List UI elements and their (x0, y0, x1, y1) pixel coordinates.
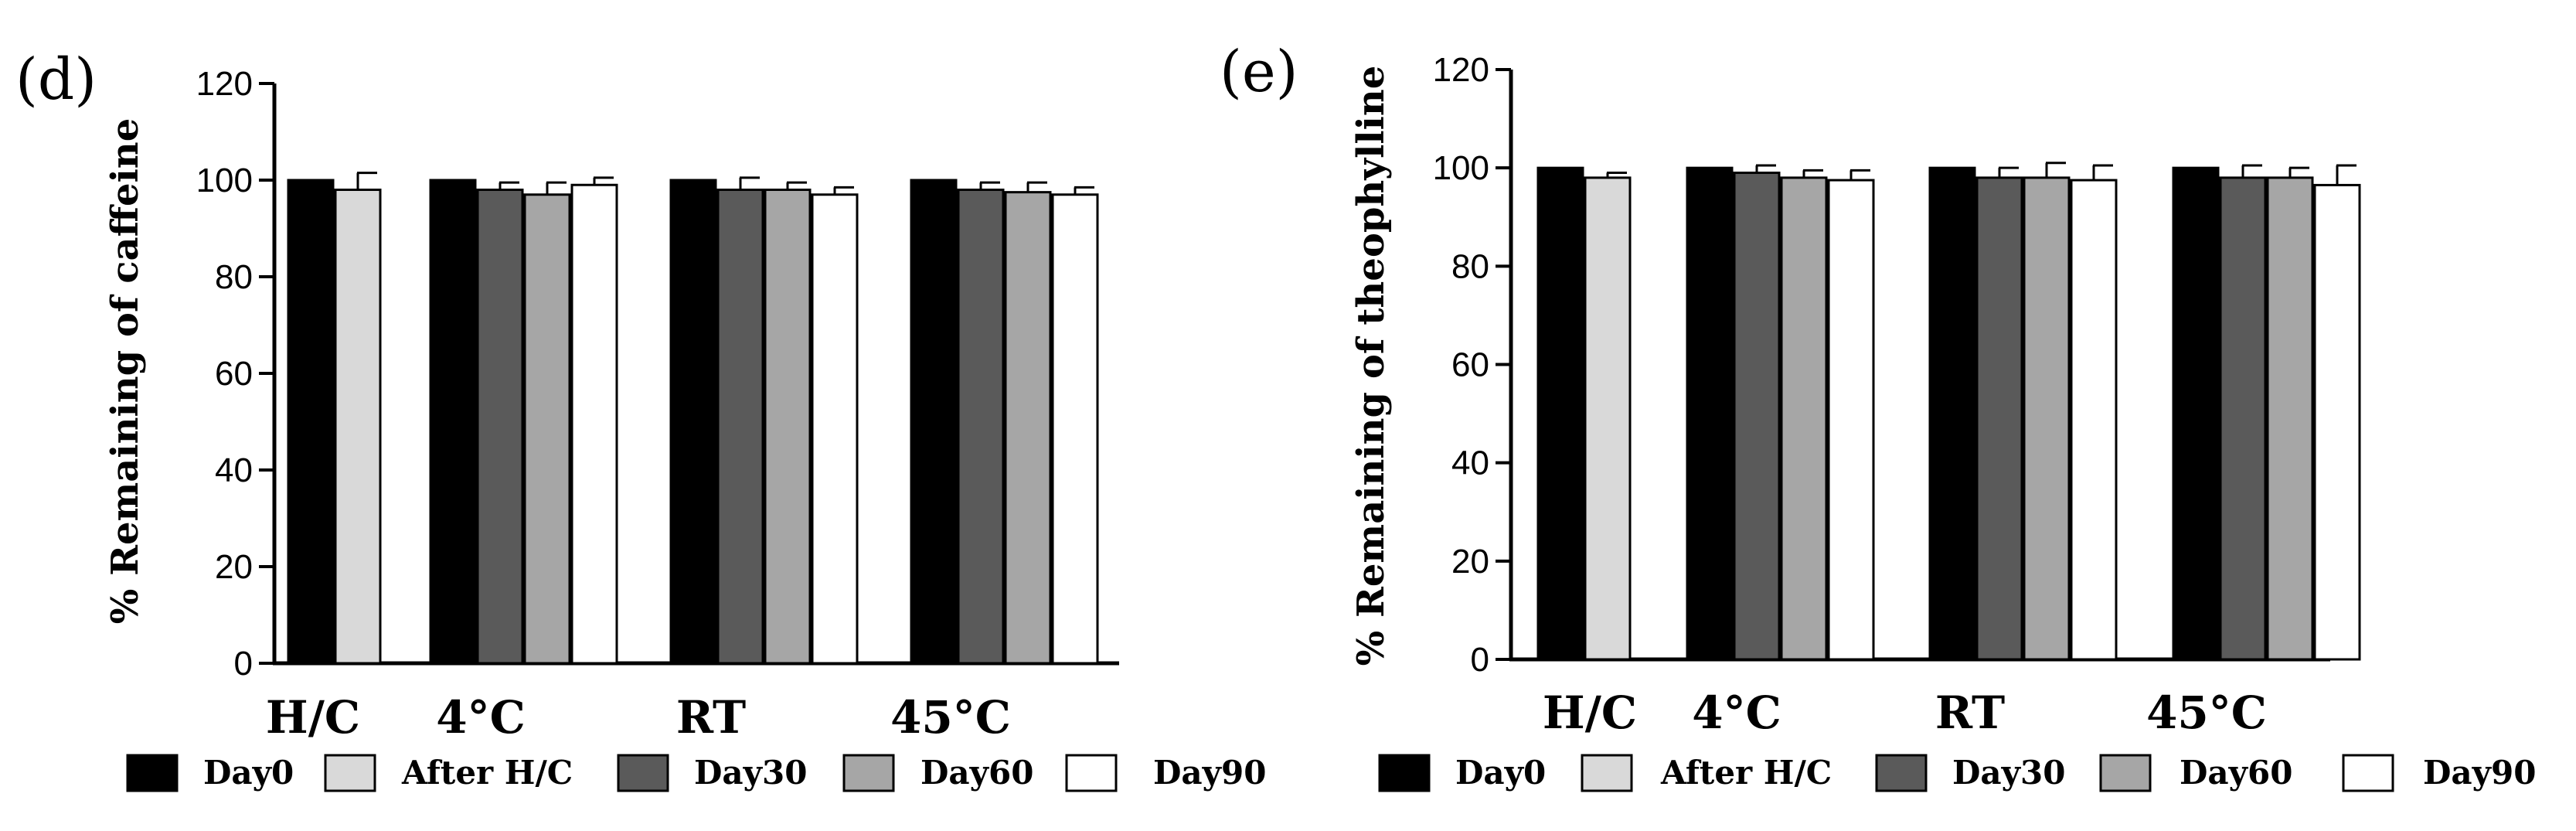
bar-day60 (1004, 191, 1052, 665)
legend: Day0 After H/C Day30 Day60 Day90 (1378, 754, 2537, 792)
legend-item: Day90 (1065, 754, 1267, 792)
y-tick-label: 60 (1451, 346, 1489, 384)
y-tick-label: 120 (1433, 51, 1489, 89)
bar-day90 (1051, 193, 1099, 665)
bar-day90 (570, 183, 618, 665)
legend-item: After H/C (324, 754, 573, 792)
legend-item: After H/C (1581, 754, 1832, 792)
chart-panel: (e) % Remaining of theophylline 0 20 40 60 80 1… (1220, 39, 2537, 792)
bar-day60 (1780, 176, 1828, 661)
y-tick-label: 0 (1471, 641, 1489, 679)
x-category-label: RT (676, 691, 746, 744)
bar-day30 (716, 189, 764, 665)
y-tick-label: 120 (196, 65, 253, 103)
x-category-label: 45°C (2146, 686, 2267, 739)
y-tick-label: 40 (1451, 444, 1489, 482)
x-category-label: 4°C (1692, 686, 1781, 739)
bar-day30 (1975, 176, 2023, 661)
y-axis-title: % Remaining of theophylline (1349, 66, 1393, 666)
legend-swatch (126, 754, 179, 792)
panel-label: (e) (1220, 39, 1298, 105)
legend-label: After H/C (1660, 754, 1832, 792)
legend-swatch (2099, 754, 2152, 792)
legend-item: Day30 (1875, 754, 2066, 792)
bar-day60 (523, 193, 571, 665)
bar-day60 (2023, 176, 2071, 661)
bar-day30 (476, 189, 524, 665)
legend-label: Day60 (920, 754, 1034, 792)
legend-item: Day0 (1378, 754, 1546, 792)
y-tick-label: 20 (1451, 543, 1489, 581)
legend-swatch (1581, 754, 1633, 792)
y-tick-label: 100 (196, 162, 253, 199)
bar-day0 (910, 179, 958, 665)
legend-label: Day90 (2423, 754, 2537, 792)
bar-day90 (1827, 179, 1875, 661)
bar-day90 (811, 193, 859, 665)
x-category-label: H/C (1543, 686, 1637, 739)
bar-day0 (1686, 166, 1734, 661)
legend-item: Day60 (2099, 754, 2293, 792)
bar-day30 (1733, 172, 1781, 661)
chart-panel: (d)% Remaining of caffeine 0 20 40 60 80 100 12… (15, 46, 1267, 792)
bar-day0 (1536, 166, 1584, 661)
legend-swatch (2342, 754, 2394, 792)
bar-day0 (287, 179, 335, 665)
bar-day30 (957, 189, 1005, 665)
legend-label: After H/C (401, 754, 573, 792)
legend-item: Day0 (126, 754, 294, 792)
bar-day0 (1928, 166, 1976, 661)
bar-day60 (2266, 176, 2314, 661)
legend-label: Day30 (694, 754, 808, 792)
legend-item: Day90 (2342, 754, 2537, 792)
bar-day0 (2172, 166, 2220, 661)
legend-swatch (617, 754, 669, 792)
legend: Day0 After H/C Day30 Day60 Day90 (126, 754, 1267, 792)
legend-label: Day30 (1952, 754, 2066, 792)
y-tick-label: 20 (215, 548, 253, 586)
y-tick-label: 60 (215, 355, 253, 393)
legend-label: Day60 (2180, 754, 2293, 792)
x-category-label: RT (1935, 686, 2005, 739)
y-tick-label: 40 (215, 451, 253, 489)
legend-item: Day60 (842, 754, 1034, 792)
legend-swatch (1875, 754, 1928, 792)
bar-day90 (2313, 183, 2361, 661)
legend-swatch (324, 754, 376, 792)
x-category-label: 45°C (890, 691, 1011, 744)
bar-day0 (669, 179, 717, 665)
legend-label: Day0 (203, 754, 294, 792)
bar-day0 (429, 179, 477, 665)
legend-label: Day0 (1455, 754, 1546, 792)
legend-swatch (1378, 754, 1431, 792)
y-tick-label: 80 (215, 258, 253, 296)
bar-day90 (2070, 179, 2118, 661)
legend-item: Day30 (617, 754, 808, 792)
panel-label: (d) (15, 46, 97, 113)
bar-day30 (2219, 176, 2267, 661)
x-category-label: 4°C (436, 691, 526, 744)
y-tick-label: 100 (1433, 149, 1489, 187)
legend-swatch (842, 754, 895, 792)
bar-day60 (764, 189, 812, 665)
legend-swatch (1065, 754, 1118, 792)
y-axis-title: % Remaining of caffeine (104, 118, 147, 625)
legend-label: Day90 (1153, 754, 1267, 792)
bar-after-h-c (1584, 176, 1632, 661)
y-tick-label: 80 (1451, 247, 1489, 285)
y-tick-label: 0 (234, 645, 253, 683)
bar-after-h-c (334, 189, 382, 665)
x-category-label: H/C (266, 691, 360, 744)
